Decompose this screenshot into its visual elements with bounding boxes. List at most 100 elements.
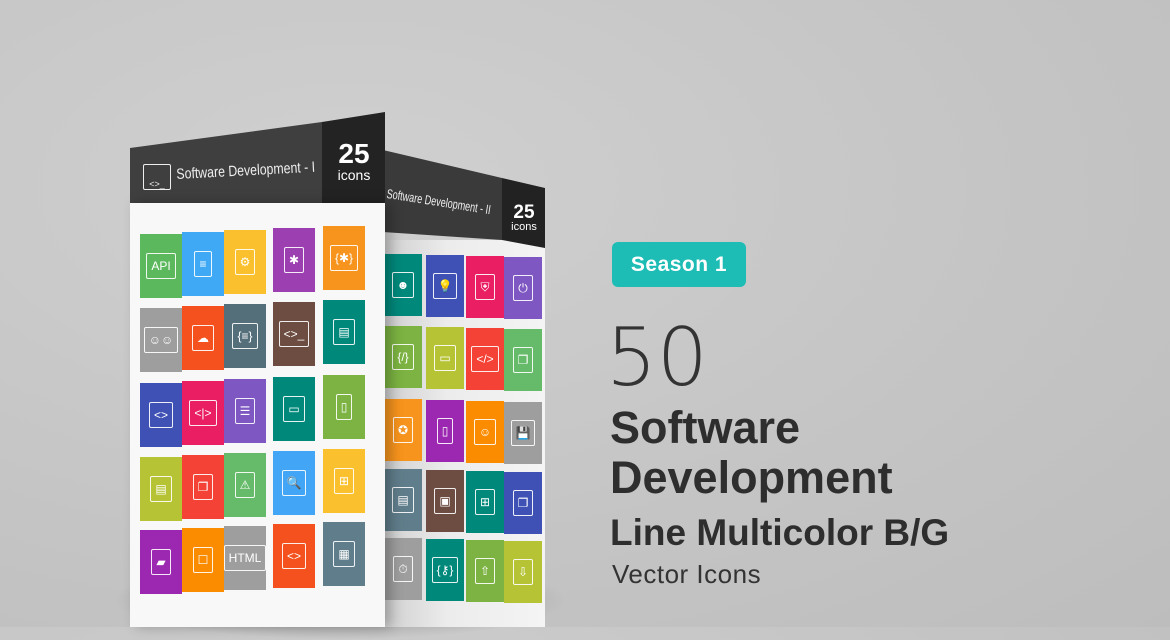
icon-tile: ☻	[384, 254, 422, 316]
icon-tile: ⇧	[466, 540, 504, 602]
server-gear-icon: ☰	[234, 398, 256, 424]
icon-tile: ⛨	[466, 256, 504, 318]
monitor-code-icon: <>_	[278, 321, 310, 347]
icon-tile: ☁	[182, 306, 224, 370]
icon-tile: ▦	[323, 522, 365, 586]
flowchart-icon: ⊞	[333, 468, 355, 494]
season-badge: Season 1	[612, 242, 746, 287]
icon-tile: ▤	[323, 300, 365, 364]
windows-stack-icon: ❐	[512, 347, 534, 373]
icon-tile: {/}	[384, 326, 422, 388]
copy-documents-icon: ❐	[192, 474, 214, 500]
icon-tile: ☺☺	[140, 308, 182, 372]
icon-tile: ❐	[504, 329, 542, 391]
icon-tile: ▣	[426, 470, 464, 532]
mobile-window-gear-icon: ▯	[335, 394, 353, 420]
icon-tile: ⏻	[504, 257, 542, 319]
monitor-layout-icon: ▦	[333, 541, 355, 567]
icon-tile: ❐	[504, 472, 542, 534]
robot-icon: ☺	[473, 419, 497, 445]
icon-tile: ⊞	[323, 449, 365, 513]
front-count-number: 25	[338, 138, 370, 169]
idea-bulbs-icon: 💡	[432, 273, 458, 299]
window-bug-gear-icon: ❐	[512, 490, 534, 516]
head-mind-icon: ☻	[391, 272, 415, 298]
icon-tile: ☰	[224, 379, 266, 443]
devices-icon: ▭	[283, 396, 305, 422]
hierarchy-icon: ⊞	[474, 489, 496, 515]
icon-tile: ▤	[140, 457, 182, 521]
monitor-window-icon: ▭	[434, 345, 456, 371]
icon-tile: ✱	[273, 228, 315, 292]
monitor-gear-icon: ▣	[434, 488, 456, 514]
icon-tile: <|>	[182, 381, 224, 445]
back-panel-count: 25 icons	[506, 203, 542, 233]
icon-tile: 🔍	[273, 451, 315, 515]
window-bug-icon: ✱	[283, 247, 305, 273]
icon-tile: {⚷}	[426, 539, 464, 601]
icon-tile: ⊞	[466, 471, 504, 533]
icon-tile: ⇩	[504, 541, 542, 603]
front-count-label: icons	[337, 167, 371, 183]
back-panel-count-box	[502, 178, 545, 248]
icon-tile: <>	[273, 524, 315, 588]
code-document-icon: </>	[471, 346, 499, 372]
bug-search-icon: 🔍	[281, 470, 307, 496]
network-shield-icon: ⛨	[475, 274, 495, 300]
icon-tile: </>	[466, 328, 504, 390]
icon-tile: API	[140, 234, 182, 298]
icon-tile: {≡}	[224, 304, 266, 368]
icon-tile: ▯	[323, 375, 365, 439]
icon-tile: ≡	[182, 232, 224, 296]
icon-tile: <>_	[273, 302, 315, 366]
icon-tile: ⚙	[224, 230, 266, 294]
subtitle: Vector Icons	[612, 559, 762, 589]
panel-headers	[130, 112, 545, 248]
icon-tile: 💡	[426, 255, 464, 317]
server-upload-icon: ⇧	[474, 558, 496, 584]
icon-tile: ⚠	[224, 453, 266, 517]
icon-tile: ▰	[140, 530, 182, 594]
front-panel-header	[130, 122, 322, 205]
back-count-number: 25	[513, 202, 535, 223]
window-braces-icon: {≡}	[232, 323, 258, 349]
back-count-label: icons	[511, 221, 537, 233]
icon-tile: ⏱	[384, 538, 422, 600]
back-panel-header	[383, 150, 502, 240]
tablet-pen-icon: ▯	[436, 418, 454, 444]
monitor-document-icon: ▤	[333, 319, 355, 345]
icon-tile: ✪	[384, 399, 422, 461]
server-download-icon: ⇩	[512, 559, 534, 585]
icon-tile: ❐	[182, 455, 224, 519]
html-window-icon: HTML	[223, 545, 267, 571]
icon-tile: {✱}	[323, 226, 365, 290]
icon-tile: ▭	[426, 327, 464, 389]
floppy-disk-icon: 💾	[510, 420, 536, 446]
icon-tile: 💾	[504, 402, 542, 464]
icon-tile: ☺	[466, 401, 504, 463]
key-code-icon: {⚷}	[431, 557, 459, 583]
icon-tile: <>	[140, 383, 182, 447]
documents-icon: ≡	[194, 251, 212, 277]
team-chat-icon: ☺☺	[143, 327, 179, 353]
icon-tile: ▤	[384, 469, 422, 531]
code-window-icon: <>_	[143, 164, 171, 190]
power-icon: ⏻	[513, 275, 533, 301]
monitor-code-tags-icon: <|>	[189, 400, 217, 426]
title-line-2: Development	[610, 452, 893, 503]
icon-tile: ▭	[273, 377, 315, 441]
title-line-3: Line Multicolor B/G	[610, 512, 950, 553]
document-gear-icon: ▤	[150, 476, 172, 502]
title-line-1: Software	[610, 402, 801, 453]
windows-code-icon: <>	[148, 402, 173, 428]
window-gear-icon: ⚙	[234, 249, 256, 275]
icon-tile: ☐	[182, 528, 224, 592]
front-panel-count-box	[322, 112, 385, 203]
hello-world-window-icon: ☐	[192, 547, 214, 573]
award-badge-icon: ✪	[392, 417, 414, 443]
document-search-icon: ▤	[392, 487, 414, 513]
icon-tile: ▯	[426, 400, 464, 462]
code-search-icon: <>	[281, 543, 306, 569]
code-braces-icon: {/}	[392, 344, 414, 370]
user-clock-icon: ⏱	[393, 556, 413, 582]
